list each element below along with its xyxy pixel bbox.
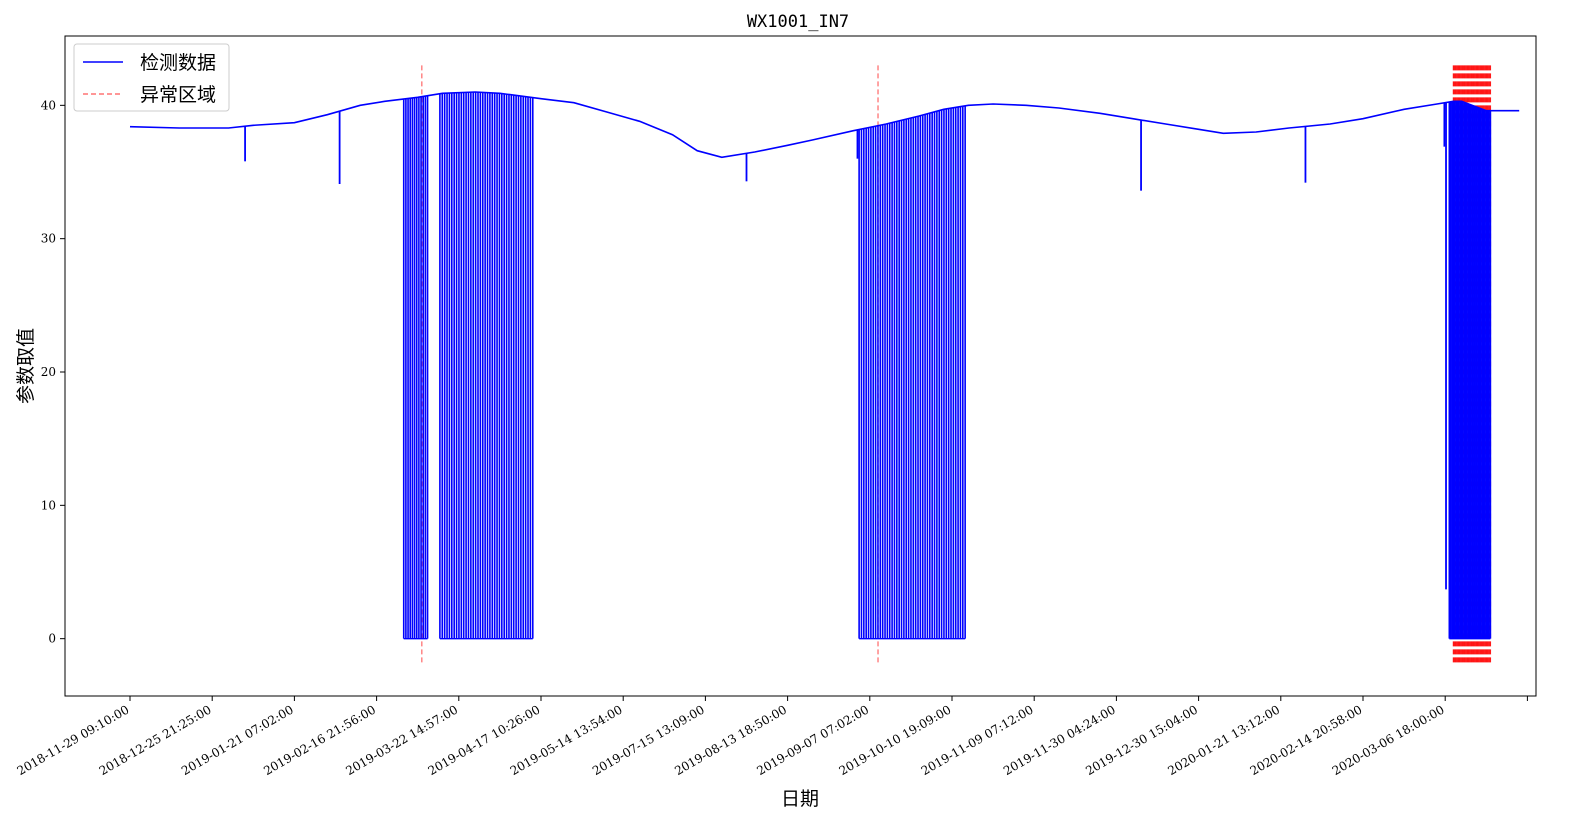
plot-area-frame	[64, 35, 1537, 697]
legend: 检测数据 异常区域	[73, 43, 230, 112]
series-line-detection	[129, 91, 1520, 159]
y-axis-label: 参数取值	[15, 328, 37, 404]
y-tick-label-3: 30	[41, 232, 56, 246]
chart-title: WX1001_IN7	[747, 12, 849, 32]
legend-label-series-1: 异常区域	[140, 84, 216, 106]
y-tick-label-0: 0	[48, 632, 56, 646]
y-axis: 0 10 20 30 40	[41, 98, 65, 646]
y-tick-label-1: 10	[41, 498, 56, 512]
y-tick-label-4: 40	[41, 98, 56, 112]
legend-label-series-0: 检测数据	[140, 52, 216, 74]
y-tick-label-2: 20	[41, 365, 56, 379]
legend-box	[73, 43, 230, 112]
x-axis-label: 日期	[781, 788, 819, 810]
data-layer	[129, 91, 1520, 640]
